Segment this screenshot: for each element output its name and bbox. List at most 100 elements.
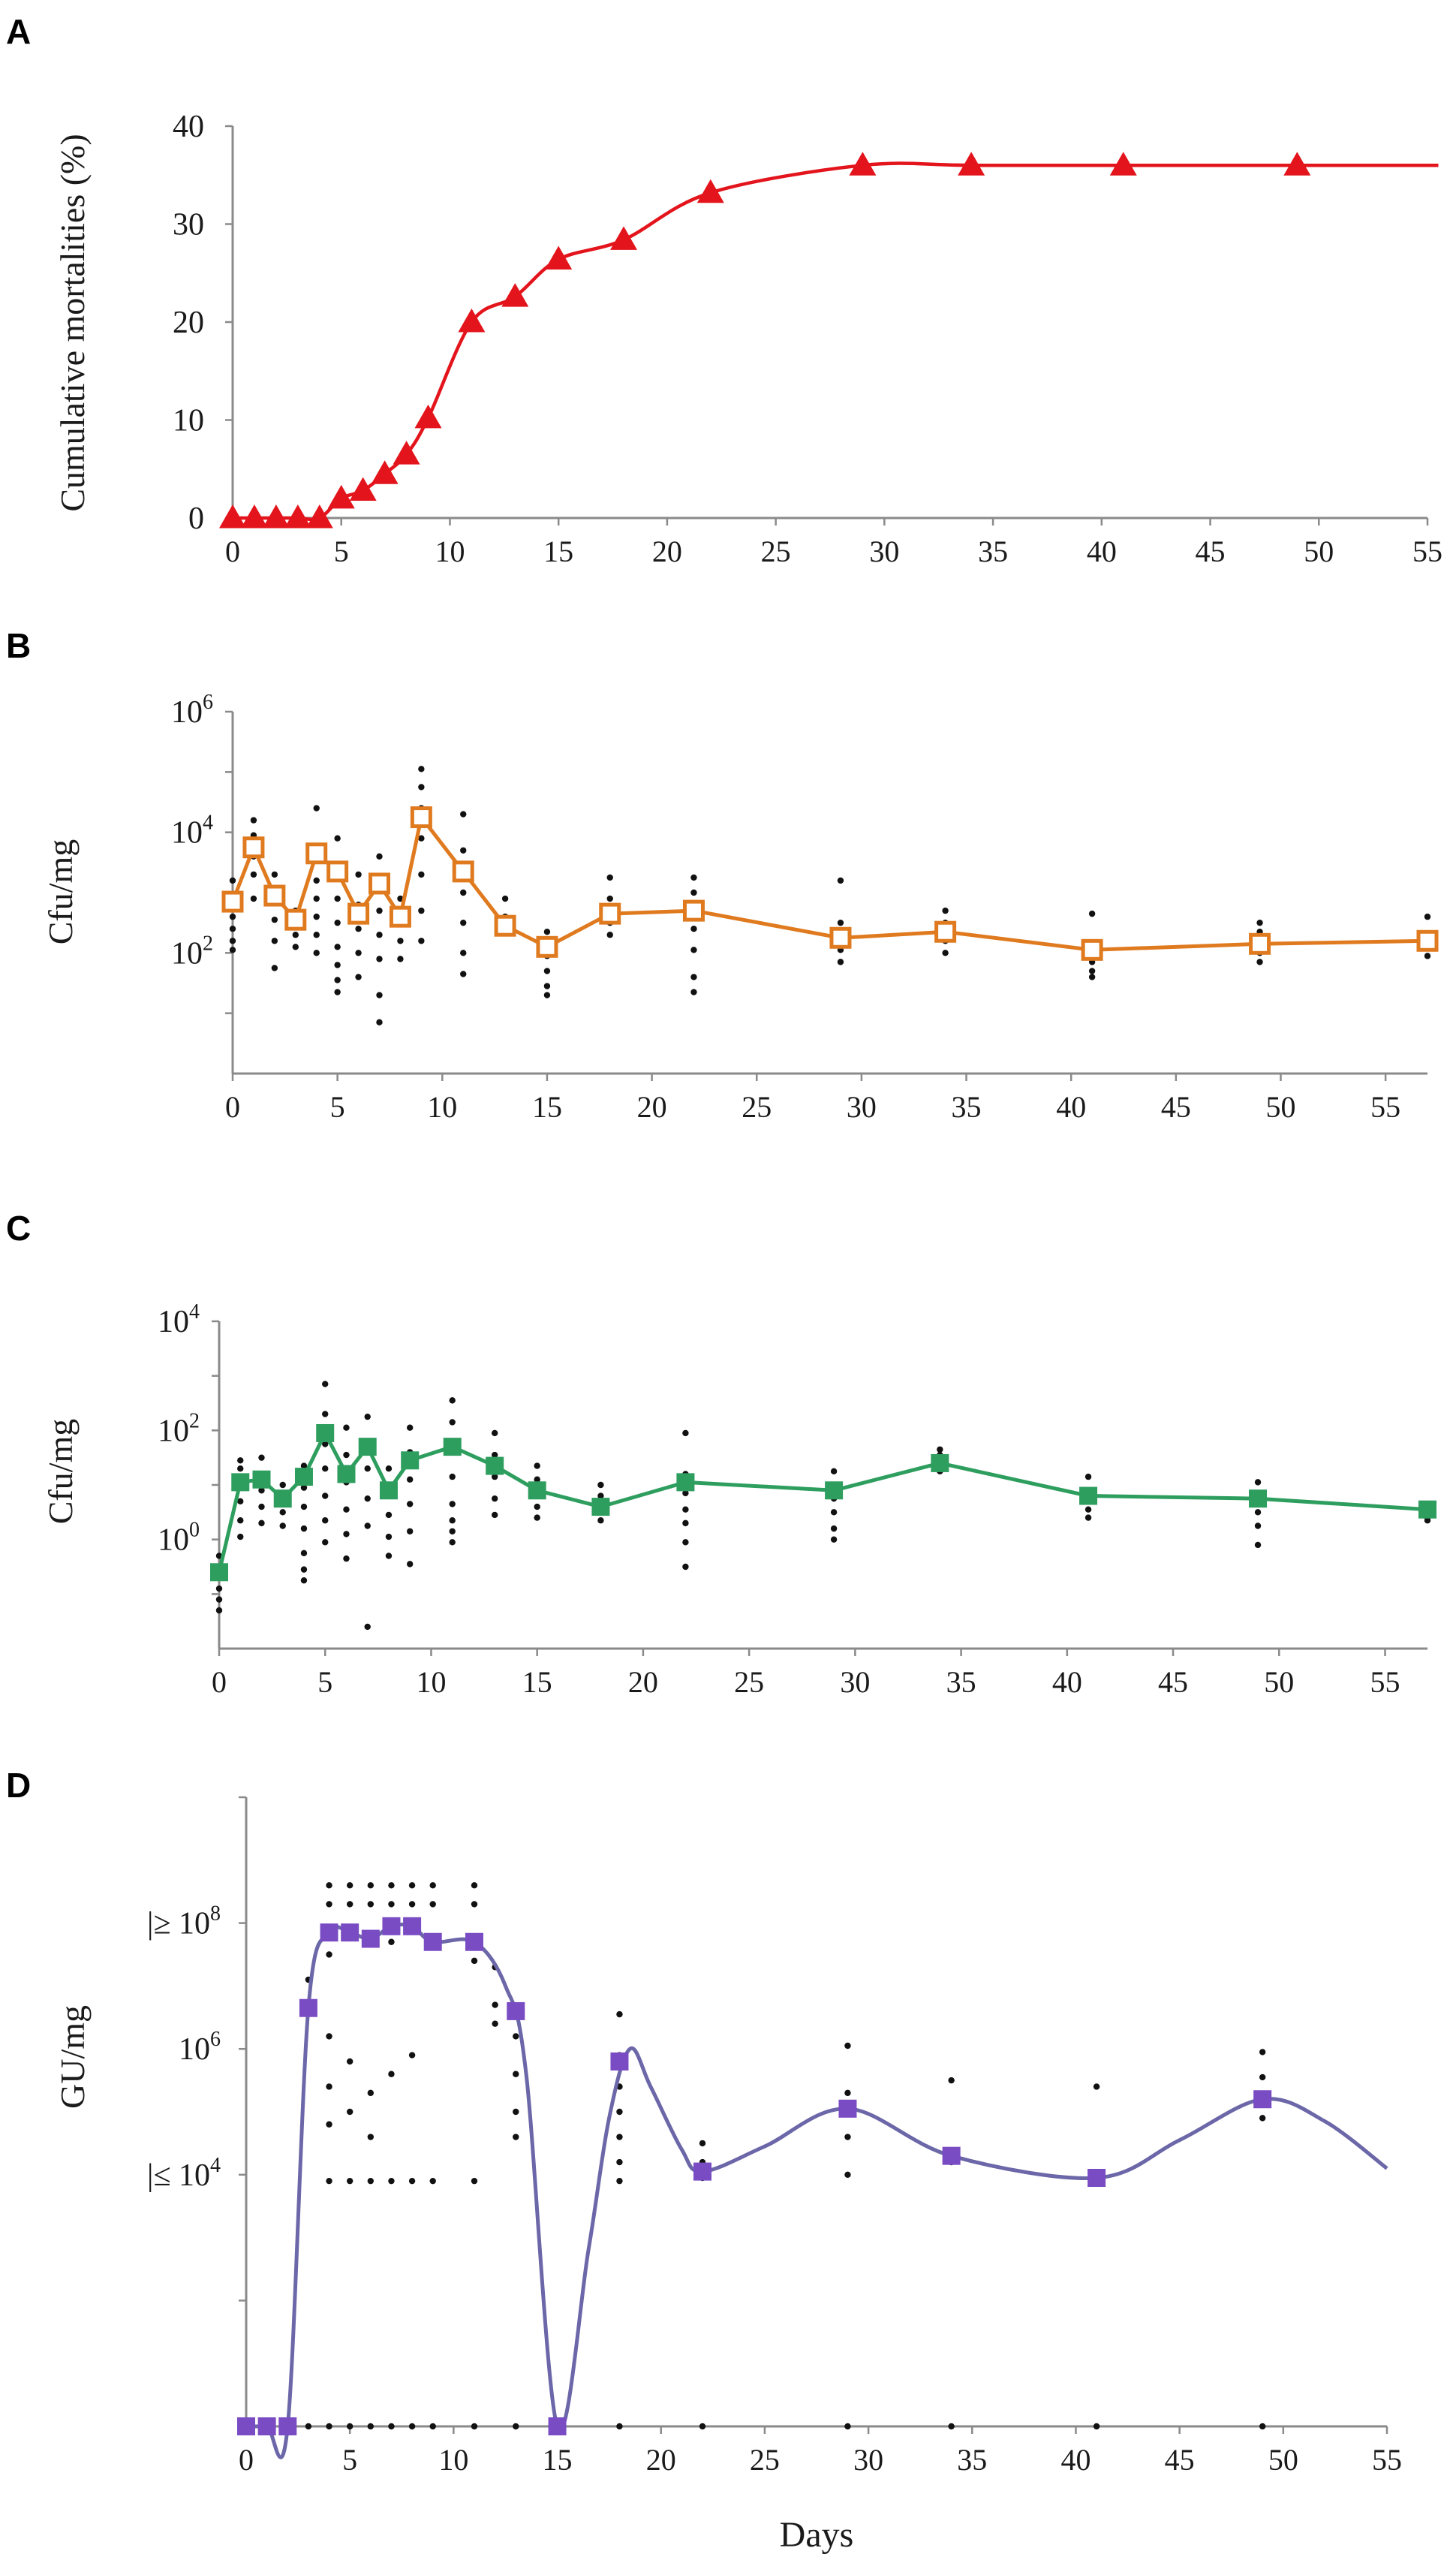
mean-point-marker (599, 902, 621, 925)
mean-point-marker (942, 2146, 961, 2165)
sample-data-point (346, 1901, 353, 1908)
sample-data-point (322, 1411, 329, 1417)
sample-data-point (844, 2089, 851, 2097)
sample-data-point (376, 1019, 383, 1025)
sample-data-point (844, 2171, 851, 2178)
sample-data-point (460, 889, 467, 896)
sample-data-point (334, 919, 341, 926)
sample-data-point (1424, 913, 1431, 920)
sample-data-point (313, 895, 320, 902)
sample-data-point (376, 853, 383, 860)
sample-data-point (449, 1517, 456, 1524)
sample-data-point (334, 944, 341, 950)
sample-data-point (616, 2177, 623, 2185)
sample-data-point (1093, 2423, 1100, 2430)
x-tick-label: 5 (334, 535, 349, 568)
x-tick-label: 25 (734, 1665, 764, 1699)
sample-data-point (322, 1465, 329, 1472)
panel-letter-b: B (6, 626, 31, 665)
mortality-point-marker (501, 283, 529, 307)
sample-data-point (682, 1563, 689, 1571)
panel-letter-a: A (6, 12, 31, 51)
mortality-point-marker (305, 504, 333, 529)
y-tick-label: 102 (158, 1409, 200, 1448)
mean-line (230, 815, 1428, 952)
sample-data-point (948, 2077, 955, 2084)
y-axis-title: Cumulative mortalities (%) (53, 134, 92, 511)
x-tick-label: 5 (317, 1665, 332, 1699)
mortality-point-marker (849, 152, 877, 176)
y-tick-base: 10 (158, 1523, 189, 1558)
sample-data-point (313, 913, 320, 920)
sample-data-point (937, 1446, 943, 1453)
sample-data-point (543, 929, 551, 935)
x-tick-label: 10 (416, 1665, 446, 1699)
x-tick-label: 0 (239, 2443, 254, 2477)
sample-data-point (942, 907, 949, 914)
x-tick-label: 50 (1268, 2443, 1298, 2477)
sample-data-point (491, 1451, 498, 1459)
sample-data-point (258, 1519, 265, 1527)
mean-point-marker (284, 908, 307, 931)
sample-data-point (229, 947, 236, 953)
sample-data-point (355, 950, 362, 956)
sample-data-point (343, 1451, 350, 1459)
sample-data-point (300, 1462, 308, 1469)
mortality-point-marker (393, 441, 420, 465)
mean-point-marker (1079, 1486, 1098, 1505)
y-tick-base: 10 (179, 2032, 210, 2067)
sample-data-point (258, 1503, 265, 1510)
sample-data-point (606, 895, 613, 902)
sample-data-point (491, 1473, 498, 1480)
x-tick-label: 40 (1087, 535, 1117, 568)
x-tick-label: 25 (742, 1090, 772, 1124)
mean-point-marker (829, 926, 852, 949)
sample-data-point (237, 1457, 244, 1464)
sample-data-point (388, 2423, 395, 2430)
sample-data-point (501, 895, 509, 902)
sample-data-point (326, 2083, 332, 2090)
sample-data-point (408, 2177, 416, 2185)
sample-data-point (292, 944, 299, 950)
sample-data-point (388, 1901, 395, 1908)
y-tick-exponent: 8 (210, 1902, 221, 1926)
sample-data-point (513, 2108, 519, 2116)
sample-data-point (491, 1429, 498, 1437)
mean-point-marker (299, 1998, 317, 2017)
mortality-point-marker (545, 245, 573, 270)
sample-data-point (376, 956, 383, 962)
sample-data-point (837, 959, 844, 965)
sample-data-point (597, 1517, 604, 1524)
y-tick-label: 0 (188, 501, 204, 536)
sample-data-point (279, 1481, 286, 1489)
x-tick-label: 20 (637, 1090, 667, 1124)
sample-data-point (408, 2052, 416, 2059)
sample-data-point (690, 989, 697, 995)
mean-point-marker (1418, 1500, 1436, 1519)
sample-data-point (606, 932, 613, 938)
sample-data-point (326, 1882, 332, 1889)
sample-data-point (367, 2134, 375, 2140)
sample-data-point (844, 2134, 851, 2140)
sample-data-point (397, 956, 404, 962)
sample-data-point (460, 950, 467, 956)
sample-data-point (534, 1503, 540, 1510)
y-tick-label: |≤ 104 (147, 2154, 221, 2193)
mean-point-marker (825, 1481, 844, 1500)
sample-data-point (376, 932, 383, 938)
mean-point-marker (443, 1438, 462, 1456)
sample-data-point (279, 1509, 286, 1516)
sample-data-point (346, 2423, 353, 2430)
sample-data-point (449, 1419, 456, 1426)
mean-point-marker (361, 1929, 380, 1948)
sample-data-point (355, 926, 362, 932)
x-tick-label: 25 (761, 535, 791, 568)
sample-data-point (418, 871, 425, 878)
sample-data-point (837, 877, 844, 884)
chart-panel-a: 0 5 10 15 20 25 30 35 40 45 50 55 0 10 20 30 40 Cumulativ… (53, 110, 1442, 568)
sample-data-point (1084, 1506, 1092, 1513)
sample-data-point (449, 1473, 456, 1480)
sample-data-point (376, 992, 383, 998)
sample-data-point (534, 1462, 540, 1469)
